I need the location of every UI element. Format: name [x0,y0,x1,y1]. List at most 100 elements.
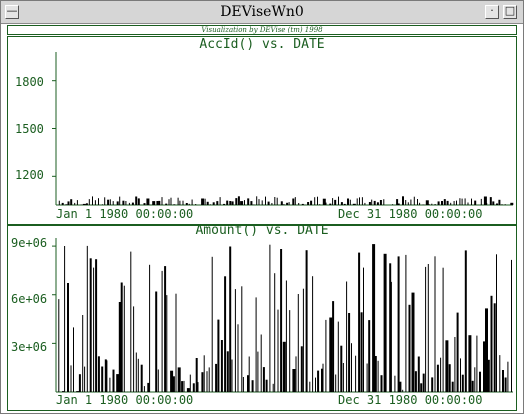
data-bar [474,367,475,392]
data-bar [431,204,432,205]
data-bar [144,386,145,392]
data-bar [450,203,451,205]
data-bar [375,356,377,392]
data-bar [252,380,254,392]
amount-plot[interactable]: Amount() vs. DATE 9e+06 6e+06 3e+06 Jan … [7,225,517,411]
data-bar [195,204,196,205]
data-bar [82,315,83,392]
data-bar [263,367,265,392]
data-bar [165,204,167,205]
data-bar [302,204,304,205]
data-bar [266,380,268,392]
data-bar [256,196,257,205]
data-bar [425,267,426,392]
data-bar [301,346,303,392]
data-bar [102,204,103,205]
data-bar [445,340,448,392]
data-bar [155,292,157,393]
data-bar [398,256,400,392]
minimize-button[interactable]: · [485,5,499,19]
data-bar [412,293,415,392]
data-bar [435,204,436,205]
data-bar [144,203,146,205]
data-bar [471,199,472,205]
data-bar [350,200,351,205]
data-bar [162,197,163,205]
data-bar [125,201,126,205]
data-bar [70,199,72,205]
data-bar [447,201,449,205]
data-bar [383,199,384,205]
data-bar [232,201,234,205]
title-bar[interactable]: — DEViseWn0 · □ [1,1,523,24]
data-bar [178,367,181,392]
data-bar [229,247,231,393]
data-bar [176,294,177,392]
data-bar [220,197,221,205]
data-bar [488,360,490,392]
data-bar [472,381,474,392]
data-bar [268,202,270,205]
data-bar [196,358,198,392]
data-bar [226,201,228,205]
data-bar [107,200,109,205]
data-bar [476,336,477,392]
data-bar [132,203,134,205]
accid-plot[interactable]: AccId() vs. DATE 1800 1500 1200 Jan 1 19… [7,36,517,225]
data-bar [116,374,119,392]
data-bar [235,198,237,205]
data-bar [457,313,459,392]
data-bar [59,201,60,205]
data-bar [414,197,415,205]
amount-x-end-label: Dec 31 1980 00:00:00 [338,393,483,407]
data-bar [494,303,496,392]
data-bar [281,201,283,205]
data-bar [207,202,209,205]
data-bar [334,200,336,205]
accid-chart-area [8,37,516,224]
data-bar [499,355,500,392]
data-bar [490,197,492,205]
data-bar [92,196,93,205]
data-bar [309,382,310,392]
data-bar [122,201,124,205]
data-bar [479,372,481,392]
data-bar [454,337,455,392]
data-bar [329,204,331,205]
data-bar [378,361,379,392]
data-bar [249,357,250,393]
data-bar [298,203,299,205]
data-bar [138,198,140,205]
data-bar [235,289,236,392]
data-bar [204,355,205,392]
data-bar [460,358,461,392]
data-bar [428,264,429,392]
data-bar [147,383,149,392]
data-bar [158,370,159,393]
data-bar [181,381,183,392]
data-bar [101,367,103,393]
data-bar [323,364,324,392]
data-bar [314,197,315,205]
data-bar [474,201,476,205]
data-bar [205,199,206,205]
data-bar [98,198,99,205]
data-bar [343,363,344,392]
data-bar [353,204,356,205]
data-bar [119,197,120,205]
data-bar [491,296,493,392]
data-bar [67,283,69,392]
maximize-button[interactable]: □ [503,5,517,19]
data-bar [241,286,242,392]
data-bar [179,201,180,205]
data-bar [444,199,446,205]
data-bar [386,352,387,392]
data-bar [259,199,260,205]
data-bar [135,197,137,206]
data-bar [437,365,439,392]
data-bar [338,322,339,392]
data-bar [355,356,356,392]
data-bar [172,376,175,392]
data-bar [190,375,191,392]
data-bar [274,273,275,392]
